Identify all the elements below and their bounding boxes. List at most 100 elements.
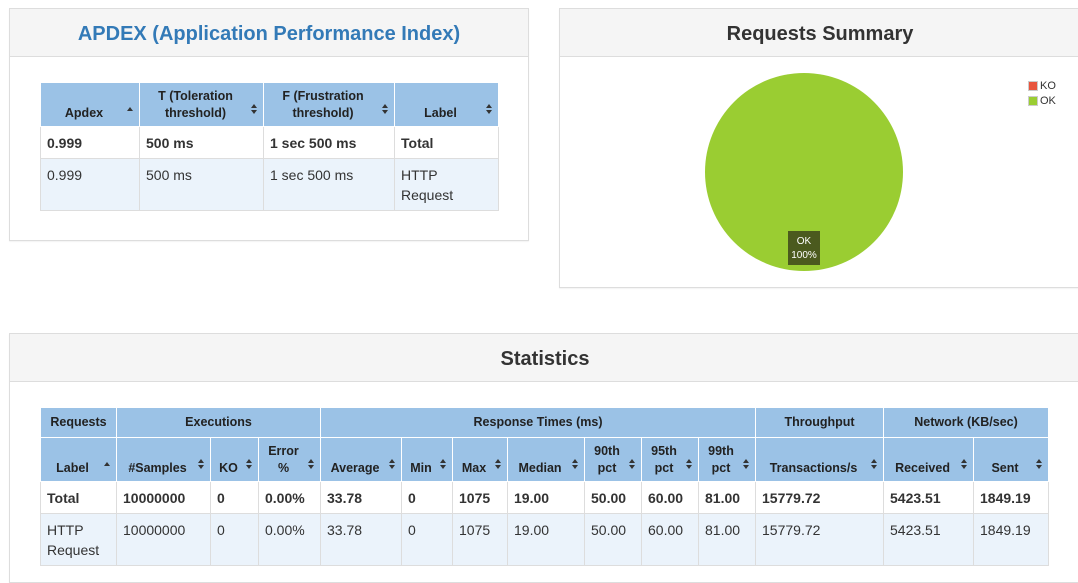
table-row: 0.999 500 ms 1 sec 500 ms Total [40,126,499,159]
group-header-executions: Executions [116,407,321,438]
group-header-throughput: Throughput [755,407,885,438]
sort-icon [961,459,968,469]
stat-cell: 10000000 [116,481,211,514]
stat-cell: 5423.51 [883,481,975,514]
stat-header-ko[interactable]: KO [210,437,259,482]
stat-cell: 60.00 [641,481,699,514]
sort-icon [743,459,750,469]
stat-header-99th-pct[interactable]: 99th pct [697,437,757,482]
group-header-row: Requests Executions Response Times (ms) … [40,407,1050,438]
apdex-header-apdex[interactable]: Apdex [40,82,140,127]
stat-cell: 50.00 [584,513,642,566]
apdex-header-frustration[interactable]: F (Frustration threshold) [263,82,395,127]
sort-icon [686,459,692,469]
group-header-network: Network (KB/sec) [883,407,1050,438]
legend-swatch-ok [1028,95,1038,106]
group-header-response-times: Response Times (ms) [319,407,757,438]
sort-icon [871,459,878,469]
stat-cell: 0 [210,481,259,514]
stat-cell: 60.00 [641,513,699,566]
stat-cell: 0.00% [258,481,321,514]
sort-icon [1036,459,1043,469]
legend-item-ko[interactable]: KO [1028,78,1056,93]
sort-icon [251,104,257,114]
stat-header-received[interactable]: Received [883,437,975,482]
requests-summary-title: Requests Summary [560,9,1078,57]
sort-icon [382,104,388,114]
requests-pie-chart: OK 100% [705,73,903,271]
sort-icon [495,459,501,469]
stat-cell: 1849.19 [973,513,1050,566]
stat-header-error[interactable]: Error % [258,437,321,482]
apdex-cell: 500 ms [139,126,264,159]
stat-cell: 19.00 [507,513,585,566]
stat-cell: 0 [210,513,259,566]
sort-icon [629,459,635,469]
sort-icon [308,459,314,469]
stat-header-median[interactable]: Median [507,437,585,482]
table-row: HTTP Request 10000000 0 0.00% 33.78 0 1075 19.0… [40,513,1050,566]
stat-cell: 0.00% [258,513,321,566]
apdex-cell: Total [394,126,499,159]
legend-label-ko: KO [1040,79,1056,92]
stat-cell: 10000000 [116,513,211,566]
statistics-title: Statistics [10,334,1078,382]
stat-cell: 15779.72 [755,513,885,566]
stat-header-sent[interactable]: Sent [973,437,1050,482]
sort-icon [440,459,446,469]
legend-swatch-ko [1028,80,1038,91]
pie-slice-ok[interactable] [705,73,903,271]
apdex-title: APDEX (Application Performance Index) [10,9,528,57]
pie-label-box [788,231,820,265]
stat-cell: 33.78 [320,481,402,514]
statistics-table: Requests Executions Response Times (ms) … [40,407,1050,566]
apdex-header-label[interactable]: Label [394,82,499,127]
sort-icon [246,459,252,469]
apdex-cell: 1 sec 500 ms [263,126,395,159]
stat-header-average[interactable]: Average [320,437,402,482]
requests-summary-panel: Requests Summary OK 100% KO OK [559,8,1078,288]
pie-label-name: OK [797,236,812,247]
group-header-requests: Requests [40,407,117,438]
stat-header-min[interactable]: Min [401,437,453,482]
stat-cell: 50.00 [584,481,642,514]
apdex-cell: 500 ms [139,158,264,211]
stat-cell: 0 [401,481,453,514]
stat-header-samples[interactable]: #Samples [116,437,211,482]
stat-cell: 15779.72 [755,481,885,514]
legend-label-ok: OK [1040,94,1056,107]
statistics-panel: Statistics Requests Executions Response … [9,333,1078,583]
stat-cell: 1075 [452,481,508,514]
table-row: 0.999 500 ms 1 sec 500 ms HTTP Request [40,158,499,211]
stat-cell: 0 [401,513,453,566]
stat-cell: 19.00 [507,481,585,514]
stat-header-max[interactable]: Max [452,437,508,482]
sort-icon [389,459,395,469]
stat-cell: 33.78 [320,513,402,566]
apdex-table: Apdex T (Toleration threshold) F (Frustr… [40,82,499,211]
pie-legend: KO OK [1028,78,1056,108]
column-header-row: Label #Samples KO Error % Average Min Max Media… [40,437,1050,482]
sort-asc-icon [104,459,110,469]
apdex-cell: 0.999 [40,126,140,159]
stat-header-90th-pct[interactable]: 90th pct [584,437,642,482]
apdex-panel: APDEX (Application Performance Index) Ap… [9,8,529,241]
sort-icon [486,104,492,114]
legend-item-ok[interactable]: OK [1028,93,1056,108]
sort-asc-icon [127,104,133,114]
stat-cell: 81.00 [697,513,757,566]
stat-header-label[interactable]: Label [40,437,117,482]
stat-cell: Total [40,481,117,514]
stat-cell: 1075 [452,513,508,566]
stat-cell: 1849.19 [973,481,1050,514]
pie-label-percent: 100% [791,250,817,261]
apdex-cell: 0.999 [40,158,140,211]
sort-icon [572,459,578,469]
stat-header-95th-pct[interactable]: 95th pct [641,437,699,482]
apdex-header-toleration[interactable]: T (Toleration threshold) [139,82,264,127]
stat-cell: 81.00 [697,481,757,514]
stat-header-transactions-s[interactable]: Transactions/s [755,437,885,482]
apdex-cell: 1 sec 500 ms [263,158,395,211]
stat-cell: HTTP Request [40,513,117,566]
sort-icon [198,459,204,469]
